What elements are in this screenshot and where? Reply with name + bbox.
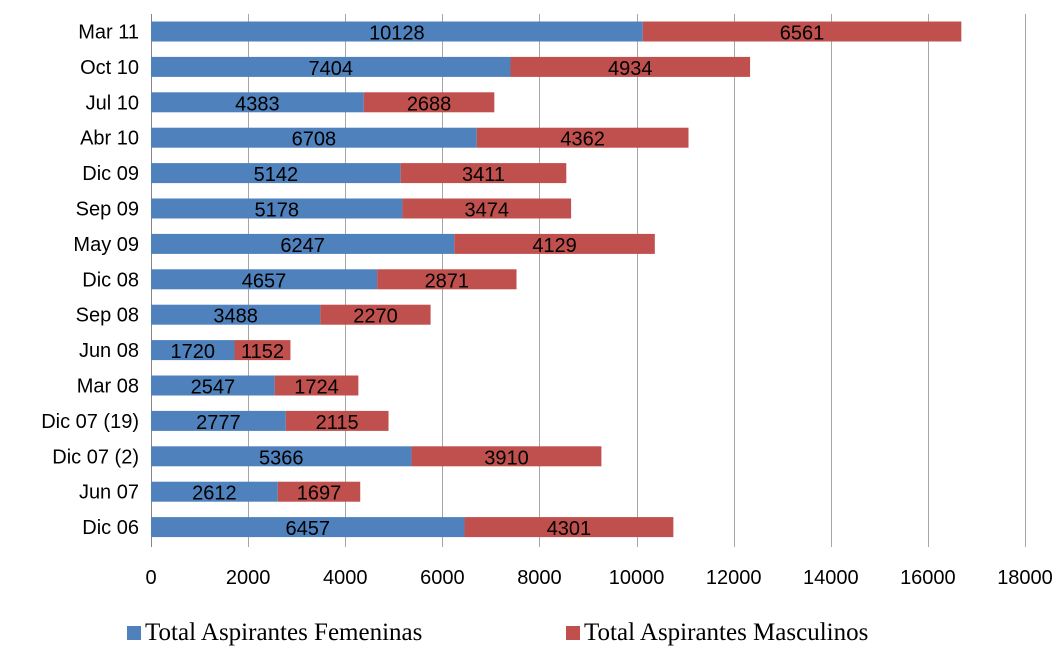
- bar-masculinos: [464, 517, 674, 538]
- category-label: May 09: [73, 234, 139, 256]
- bars: [151, 21, 962, 538]
- bar-femeninas: [151, 517, 465, 538]
- category-label: Sep 09: [76, 199, 139, 221]
- category-label: Dic 06: [82, 517, 139, 539]
- category-label: Abr 10: [80, 128, 139, 150]
- data-label: 4129: [532, 235, 577, 257]
- x-tick-labels: 0 2000 4000 6000 8000 10000 12000 14000 16000 180…: [145, 567, 1052, 589]
- bar-femeninas: [151, 375, 275, 396]
- legend-label: Total Aspirantes Masculinos: [584, 619, 868, 646]
- data-label: 4934: [608, 58, 653, 80]
- bar-femeninas: [151, 127, 477, 148]
- bar-femeninas: [151, 233, 455, 254]
- category-label: Mar 08: [77, 376, 139, 398]
- bar-masculinos: [377, 269, 517, 290]
- data-label: 1697: [297, 483, 342, 505]
- data-label: 5142: [254, 164, 299, 186]
- data-label: 6247: [280, 235, 325, 257]
- x-tick-label: 12000: [706, 567, 762, 589]
- bar-masculinos: [363, 92, 495, 113]
- data-label: 10128: [369, 23, 425, 45]
- bar-masculinos: [411, 446, 602, 467]
- x-tick-label: 4000: [323, 567, 368, 589]
- bar-masculinos: [454, 233, 655, 254]
- x-tick-label: 16000: [900, 567, 956, 589]
- data-label: 3474: [465, 200, 510, 222]
- x-tick-label: 14000: [803, 567, 859, 589]
- category-labels: Mar 11 Oct 10 Jul 10 Abr 10 Dic 09 Sep 09 May …: [41, 22, 139, 540]
- category-label: Dic 07 (2): [52, 446, 139, 468]
- category-label: Sep 08: [76, 305, 139, 327]
- data-label: 6457: [286, 518, 331, 540]
- bar-femeninas: [151, 92, 364, 113]
- x-tick-label: 8000: [517, 567, 562, 589]
- bar-masculinos: [234, 340, 291, 361]
- bar-femeninas: [151, 198, 403, 219]
- data-label: 1724: [294, 377, 339, 399]
- bar-masculinos: [277, 481, 361, 502]
- category-label: Oct 10: [80, 57, 139, 79]
- data-label: 3411: [462, 164, 505, 186]
- data-label: 3910: [484, 447, 529, 469]
- data-label: 5178: [254, 200, 299, 222]
- bar-masculinos: [476, 127, 689, 148]
- data-label: 2270: [353, 306, 398, 328]
- bar-masculinos: [274, 375, 359, 396]
- data-label: 2688: [407, 93, 452, 115]
- category-label: Dic 08: [82, 269, 139, 291]
- bar-femeninas: [151, 340, 235, 361]
- bar-femeninas: [151, 304, 321, 325]
- bar-masculinos: [320, 304, 431, 325]
- bar-femeninas: [151, 163, 401, 184]
- bar-femeninas: [151, 269, 378, 290]
- data-label: 5366: [259, 447, 304, 469]
- category-label: Mar 11: [78, 22, 139, 44]
- legend-label: Total Aspirantes Femeninas: [145, 619, 422, 646]
- bar-femeninas: [151, 21, 643, 42]
- legend-swatch: [127, 626, 141, 640]
- category-label: Jun 08: [79, 340, 139, 362]
- data-label: 2871: [425, 270, 470, 292]
- x-tick-label: 2000: [226, 567, 271, 589]
- legend-swatch: [566, 626, 580, 640]
- x-tick-label: 0: [145, 567, 156, 589]
- bar-femeninas: [151, 56, 511, 77]
- bar-masculinos: [510, 56, 751, 77]
- bar-masculinos: [642, 21, 962, 42]
- data-label: 4362: [560, 129, 605, 151]
- category-label: Jun 07: [79, 482, 139, 504]
- bar-femeninas: [151, 446, 412, 467]
- data-label: 3488: [213, 306, 258, 328]
- bar-masculinos: [400, 163, 567, 184]
- category-label: Jul 10: [86, 92, 139, 114]
- bar-femeninas: [151, 410, 286, 431]
- data-label: 4301: [547, 518, 592, 540]
- x-tick-label: 6000: [420, 567, 465, 589]
- category-label: Dic 09: [82, 163, 139, 185]
- legend: Total Aspirantes Femeninas Total Aspirant…: [127, 619, 868, 646]
- data-label: 2115: [316, 412, 359, 434]
- bar-femeninas: [151, 481, 278, 502]
- bar-masculinos: [285, 410, 389, 431]
- data-label: 6561: [780, 23, 825, 45]
- data-label: 1720: [171, 341, 216, 363]
- data-label: 4657: [242, 270, 287, 292]
- category-label: Dic 07 (19): [41, 411, 139, 433]
- data-label: 6708: [292, 129, 337, 151]
- data-label: 4383: [235, 93, 280, 115]
- data-label: 1152: [241, 341, 284, 363]
- x-tick-label: 10000: [609, 567, 665, 589]
- data-labels: 10128 6561 7404 4934 4383 2688 6708 4362 5142 341…: [171, 23, 825, 541]
- x-tick-label: 18000: [997, 567, 1053, 589]
- data-label: 2547: [191, 377, 236, 399]
- data-label: 2777: [196, 412, 241, 434]
- data-label: 7404: [309, 58, 354, 80]
- bar-masculinos: [402, 198, 572, 219]
- data-label: 2612: [192, 483, 237, 505]
